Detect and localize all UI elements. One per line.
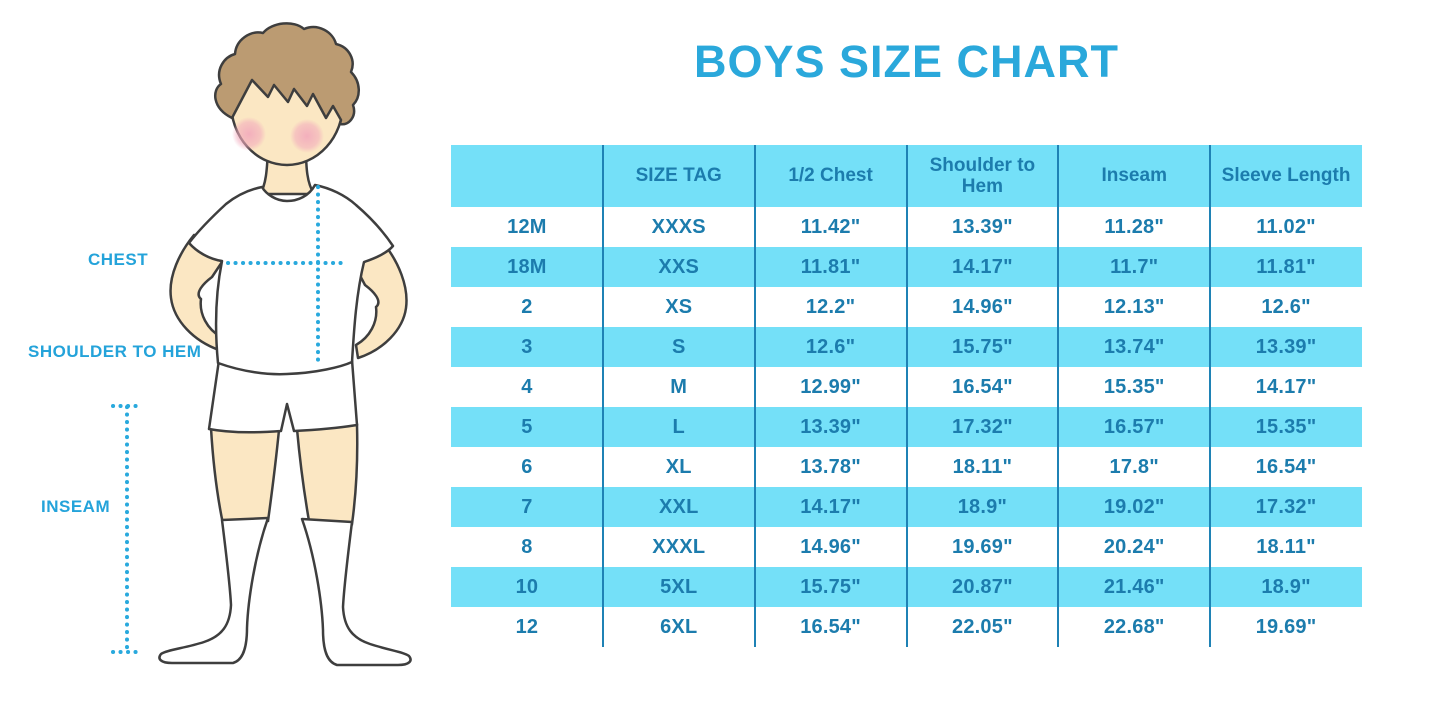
measurement-cell: XL — [665, 455, 692, 478]
measurement-cell: L — [672, 415, 685, 438]
measurement-cell: 12.2" — [805, 295, 856, 318]
measurement-cell: 14.17" — [952, 255, 1013, 278]
row-label: 18M — [507, 255, 547, 278]
shoulder-to-hem-label: SHOULDER TO HEM — [28, 342, 202, 361]
measurement-cell: 6XL — [660, 615, 698, 638]
column-header: 1/2 Chest — [788, 165, 873, 187]
row-label: 12M — [507, 215, 547, 238]
row-label: 5 — [521, 415, 533, 438]
chest-label: CHEST — [88, 250, 149, 269]
measurement-cell: 17.32" — [1255, 495, 1317, 518]
hair — [214, 22, 360, 126]
measurement-cell: 11.42" — [800, 215, 861, 238]
measurement-cell: XXL — [658, 495, 699, 518]
column-header: Sleeve Length — [1221, 165, 1351, 187]
table-row: 12 6XL 16.54" 22.05" 22.68" 19.69" — [451, 607, 1362, 647]
page-title: BOYS SIZE CHART — [693, 36, 1120, 87]
column-header: Inseam — [1101, 165, 1167, 187]
column-divider — [905, 145, 908, 647]
measurement-cell: 18.9" — [957, 495, 1008, 518]
measurement-cell: 18.11" — [952, 455, 1013, 478]
measurement-cell: 11.02" — [1256, 215, 1316, 238]
measurement-cell: 19.02" — [1103, 495, 1165, 518]
measurement-cell: 14.96" — [800, 535, 861, 558]
measurement-cell: 13.78" — [800, 455, 861, 478]
row-label: 7 — [521, 495, 533, 518]
row-label: 2 — [521, 295, 533, 318]
table-row: 4 M 12.99" 16.54" 15.35" 14.17" — [451, 367, 1362, 407]
left-sock — [158, 516, 270, 665]
measurement-cell: 18.11" — [1256, 535, 1316, 558]
column-divider — [753, 145, 756, 647]
measurement-cell: XXXL — [652, 535, 706, 558]
boy-illustration — [111, 22, 412, 667]
measurement-cell: 15.75" — [952, 335, 1013, 358]
column-header: SIZE TAG — [635, 165, 722, 187]
row-label: 10 — [515, 575, 539, 598]
measurement-cell: XS — [665, 295, 693, 318]
row-label: 3 — [521, 335, 533, 358]
measurement-cell: 14.96" — [952, 295, 1013, 318]
measurement-cell: 22.05" — [952, 615, 1013, 638]
measurement-figure: CHEST SHOULDER TO HEM INSEAM — [0, 0, 450, 723]
corner-cell — [451, 145, 603, 207]
measurement-cell: 12.6" — [1261, 295, 1311, 318]
measurement-cell: 13.39" — [1255, 335, 1317, 358]
measurement-cell: 19.69" — [952, 535, 1013, 558]
measurement-cell: M — [670, 375, 688, 398]
measurement-cell: 11.28" — [1104, 215, 1165, 238]
measurement-cell: 11.81" — [1256, 255, 1316, 278]
row-label: 8 — [521, 535, 533, 558]
measurement-cell: 22.68" — [1103, 615, 1165, 638]
measurement-cell: XXXS — [651, 215, 706, 238]
column-divider — [1057, 145, 1060, 647]
table-row: 8 XXXL 14.96" 19.69" 20.24" 18.11" — [451, 527, 1362, 567]
measurement-cell: 13.39" — [800, 415, 861, 438]
table-row: 2 XS 12.2" 14.96" 12.13" 12.6" — [451, 287, 1362, 327]
column-divider — [601, 145, 604, 647]
measurement-cell: 20.24" — [1103, 535, 1165, 558]
measurement-cell: 18.9" — [1261, 575, 1311, 598]
table-row: 6 XL 13.78" 18.11" 17.8" 16.54" — [451, 447, 1362, 487]
measurement-cell: 15.75" — [800, 575, 861, 598]
right-thigh — [295, 423, 359, 526]
inseam-label: INSEAM — [41, 497, 111, 516]
measurement-cell: 16.54" — [1255, 455, 1317, 478]
measurement-cell: 20.87" — [952, 575, 1013, 598]
measurement-cell: 16.54" — [800, 615, 861, 638]
measurement-cell: 14.17" — [800, 495, 861, 518]
measurement-cell: S — [671, 335, 686, 358]
measurement-cell: 16.54" — [952, 375, 1013, 398]
row-label: 6 — [521, 455, 533, 478]
right-cheek — [290, 119, 324, 153]
left-cheek — [232, 117, 266, 151]
measurement-cell: 17.8" — [1109, 455, 1159, 478]
size-table: SIZE TAG 1/2 Chest Shoulder to Hem Inseam Sl… — [451, 145, 1362, 647]
measurement-cell: 11.81" — [800, 255, 861, 278]
row-label: 12 — [515, 615, 539, 638]
measurement-cell: 5XL — [660, 575, 698, 598]
measurement-cell: 12.13" — [1103, 295, 1165, 318]
measurement-cell: 19.69" — [1255, 615, 1317, 638]
right-sock — [300, 517, 412, 667]
column-divider — [1209, 145, 1212, 647]
measurement-cell: 15.35" — [1103, 375, 1165, 398]
measurement-cell: XXS — [658, 255, 700, 278]
measurement-cell: 12.99" — [800, 375, 861, 398]
measurement-cell: 13.39" — [952, 215, 1013, 238]
left-thigh — [209, 426, 281, 526]
table-row: 12M XXXS 11.42" 13.39" 11.28" 11.02" — [451, 207, 1362, 247]
measurement-cell: 16.57" — [1103, 415, 1165, 438]
measurement-cell: 12.6" — [805, 335, 856, 358]
column-header: Shoulder to Hem — [929, 154, 1036, 197]
row-label: 4 — [521, 375, 533, 398]
measurement-cell: 17.32" — [952, 415, 1013, 438]
measurement-cell: 14.17" — [1255, 375, 1317, 398]
measurement-cell: 21.46" — [1103, 575, 1165, 598]
measurement-cell: 15.35" — [1255, 415, 1317, 438]
measurement-cell: 13.74" — [1103, 335, 1165, 358]
measurement-cell: 11.7" — [1110, 255, 1159, 278]
